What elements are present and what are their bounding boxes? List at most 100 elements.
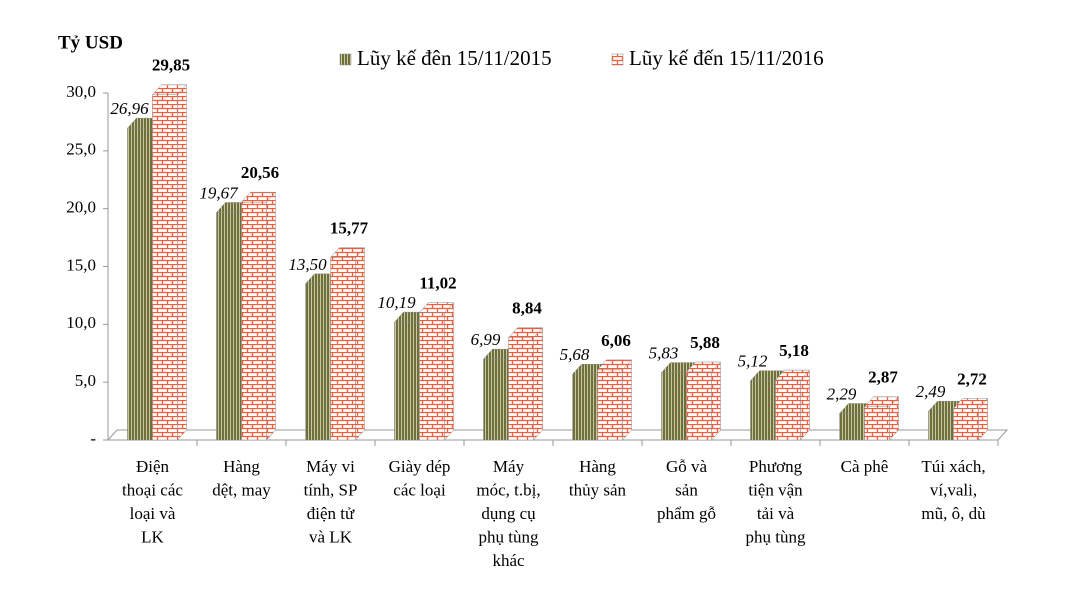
x-tick-label: Cà phê <box>841 457 889 476</box>
x-tick-label-line: Phương <box>749 457 803 476</box>
bar <box>928 410 954 441</box>
bar-side <box>711 361 721 441</box>
value-label: 13,50 <box>288 255 327 274</box>
x-tick-label: Hàng thủy sản <box>569 457 627 500</box>
bar <box>750 380 776 441</box>
x-tick-label-line: dụng cụ <box>481 504 536 523</box>
value-label: 6,06 <box>601 331 631 350</box>
x-tick-label-line: mũ, ô, dù <box>921 504 986 523</box>
x-tick-label-line: Hàng <box>223 457 260 476</box>
bar-side <box>800 369 810 441</box>
x-tick-label: Giày dép các loại <box>389 457 451 500</box>
bar-side <box>444 301 454 441</box>
y-tick-label: 15,0 <box>66 255 96 274</box>
bar <box>483 358 509 441</box>
x-tick-label-line: phẩm gỗ <box>657 504 716 523</box>
x-tick-label: Điện thoại các loại và LK <box>122 457 183 547</box>
y-tick-label: 30,0 <box>66 82 96 101</box>
value-label: 20,56 <box>241 163 279 182</box>
x-tick-label: Phương tiện vận tải và phụ tùng <box>746 457 806 547</box>
x-tick-label-line: điện tử <box>307 504 355 523</box>
value-label: 26,96 <box>110 99 149 118</box>
bar <box>953 408 979 441</box>
bar <box>661 372 687 441</box>
value-label: 5,83 <box>649 343 679 362</box>
x-tick-label-line: Máy vi <box>306 457 355 476</box>
value-label: 8,84 <box>512 299 542 318</box>
bar-side <box>266 191 276 441</box>
bar <box>241 201 267 441</box>
bar <box>686 371 712 441</box>
bar <box>597 369 623 441</box>
bar-side <box>533 327 543 441</box>
value-label: 2,87 <box>868 368 898 387</box>
legend-label: Lũy kế đên 15/11/2015 <box>357 46 552 70</box>
bar <box>775 379 801 441</box>
x-tick-label: Hàng dệt, may <box>212 457 271 500</box>
x-tick-label-line: Hàng <box>579 457 616 476</box>
x-tick-label-line: thoại các <box>122 480 183 499</box>
x-tick-label-line: Gỗ và <box>666 457 708 476</box>
value-label: 10,19 <box>377 293 416 312</box>
x-tick-label-line: khác <box>492 551 525 570</box>
bar <box>839 413 865 441</box>
x-tick-label: Gỗ và sản phẩm gỗ <box>657 457 716 523</box>
value-label: 2,29 <box>827 384 857 403</box>
bar-side <box>622 359 632 441</box>
x-tick-label-line: và LK <box>309 527 353 546</box>
value-label: 6,99 <box>471 330 501 349</box>
bar <box>572 374 598 441</box>
value-label: 5,68 <box>560 345 590 364</box>
bar <box>127 127 153 441</box>
x-tick-label: Máy vi tính, SP điện tử và LK <box>304 457 358 547</box>
legend-marker <box>611 53 624 66</box>
value-label: 2,72 <box>957 369 987 388</box>
x-tick-label-line: loại và <box>130 504 176 523</box>
value-label: 29,85 <box>152 56 190 75</box>
legend-label: Lũy kế đến 15/11/2016 <box>629 46 824 70</box>
bar <box>864 406 890 441</box>
bar-side <box>355 246 365 441</box>
x-tick-label-line: Cà phê <box>841 457 889 476</box>
bar <box>305 283 331 441</box>
y-tick-label: 25,0 <box>66 140 96 159</box>
x-tick-label-line: tiện vận <box>748 480 803 499</box>
x-tick-label: Túi xách, ví,vali, mũ, ô, dù <box>921 457 986 523</box>
x-tick-label-line: móc, t.bị, <box>476 480 540 499</box>
x-tick-label-line: phụ tùng <box>479 527 539 546</box>
x-tick-label-line: Giày dép <box>389 457 451 476</box>
bar <box>394 321 420 441</box>
x-tick-label-line: LK <box>141 527 164 546</box>
x-tick-label-line: thủy sản <box>569 480 627 499</box>
x-tick-label-line: dệt, may <box>212 480 271 499</box>
x-tick-label-line: ví,vali, <box>930 480 977 499</box>
y-axis-label: Tỷ USD <box>58 32 123 53</box>
value-label: 5,18 <box>779 341 809 360</box>
legend-marker <box>339 53 352 66</box>
bar <box>508 337 534 441</box>
value-label: 19,67 <box>199 183 239 202</box>
value-label: 5,88 <box>690 333 720 352</box>
bar-side <box>177 84 187 441</box>
x-tick-label-line: tính, SP <box>304 480 358 499</box>
x-tick-label-line: sản <box>675 480 698 499</box>
y-tick-label: 10,0 <box>66 313 96 332</box>
x-tick-label-line: các loại <box>393 480 446 499</box>
value-label: 5,12 <box>738 352 768 371</box>
x-tick-label-line: Điện <box>136 457 170 476</box>
bar <box>216 212 242 441</box>
bar <box>330 257 356 441</box>
bar <box>419 312 445 441</box>
x-tick-label-line: Túi xách, <box>921 457 985 476</box>
x-tick-label-line: Máy <box>493 457 525 476</box>
y-tick-label: - <box>90 429 96 448</box>
x-tick-label: Máy móc, t.bị, dụng cụ phụ tùng khác <box>476 457 540 570</box>
y-tick-label: 5,0 <box>75 371 96 390</box>
x-tick-label-line: phụ tùng <box>746 527 806 546</box>
x-tick-label-line: tải và <box>757 504 795 523</box>
value-label: 2,49 <box>916 382 946 401</box>
value-label: 11,02 <box>419 273 456 292</box>
value-label: 15,77 <box>330 218 369 237</box>
y-tick-label: 20,0 <box>66 198 96 217</box>
